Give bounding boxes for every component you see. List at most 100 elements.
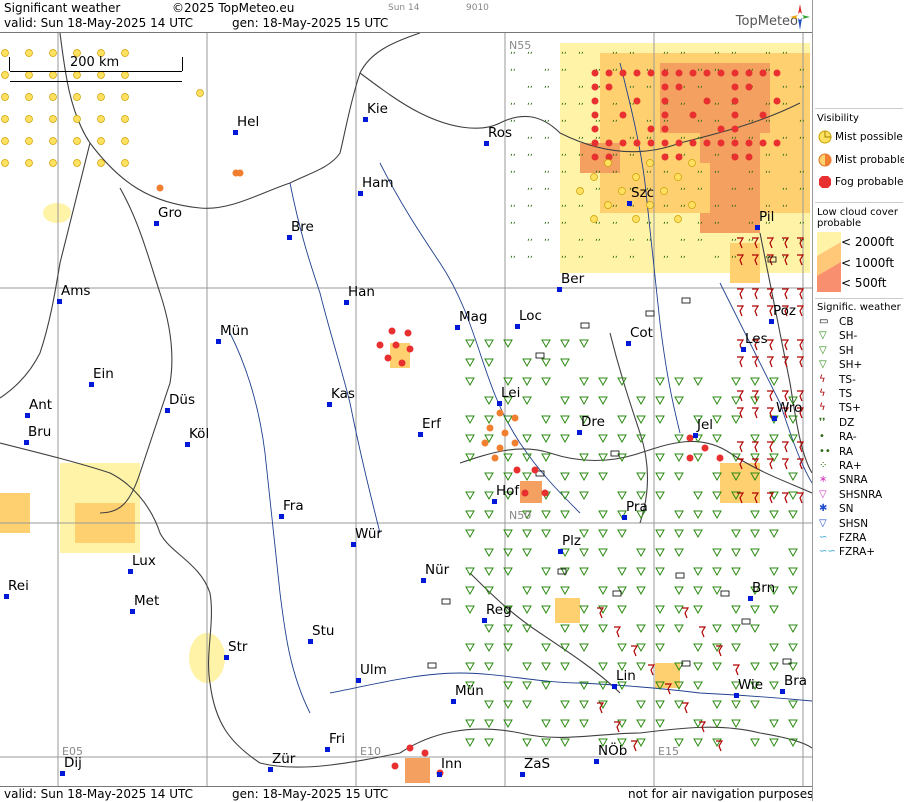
shower-symbol (617, 510, 627, 520)
shower-symbol (617, 377, 627, 387)
shower-symbol (541, 681, 551, 691)
shower-symbol (522, 529, 532, 539)
cb-symbol (741, 618, 751, 625)
thunderstorm-symbol (648, 664, 656, 676)
sig-weather-label: SHSN (839, 517, 869, 530)
thunderstorm-symbol (782, 339, 790, 351)
shower-symbol (712, 567, 722, 577)
shower-symbol (503, 548, 513, 558)
shower-symbol (674, 681, 684, 691)
thunderstorm-symbol (797, 339, 805, 351)
mist-symbol (660, 187, 668, 195)
shower-symbol (750, 681, 760, 691)
shower-symbol (598, 700, 608, 710)
thunderstorm-symbol (737, 254, 745, 266)
fog-symbol (689, 69, 697, 77)
sig-weather-label: TS- (839, 373, 856, 386)
fog-symbol (633, 139, 641, 147)
mist-symbol (1, 137, 9, 145)
drizzle-symbol: ,, (595, 216, 601, 226)
city-label: Ber (561, 271, 585, 287)
fog-symbol (619, 139, 627, 147)
drizzle-symbol: ,, (544, 63, 550, 73)
shower-symbol (484, 719, 494, 729)
shower-symbol (484, 434, 494, 444)
drizzle-symbol: ,, (578, 148, 584, 158)
shower-symbol (617, 662, 627, 672)
mist-probable-symbol (481, 439, 489, 447)
shower-symbol (769, 434, 779, 444)
shower-symbol (731, 415, 741, 425)
fog-symbol (406, 744, 414, 752)
drizzle-symbol: ,, (544, 165, 550, 175)
drizzle-symbol: ,, (612, 216, 618, 226)
drizzle-symbol: ,, (765, 46, 771, 56)
shower-symbol (712, 548, 722, 558)
weather-map[interactable]: ,,,,,,,,,,,,,,,,,,,,,,,,,,,,,,,,,,,,,,,,… (0, 32, 812, 787)
shower-symbol (712, 662, 722, 672)
drizzle-symbol: ,, (697, 233, 703, 243)
city-label: Kie (367, 101, 388, 117)
sig-weather-label: SN (839, 503, 854, 516)
fog-symbol (703, 97, 711, 105)
city-marker (154, 221, 159, 226)
drizzle-symbol: ,, (510, 114, 516, 124)
shower-symbol (560, 415, 570, 425)
mist-symbol (49, 93, 57, 101)
shower-symbol (674, 434, 684, 444)
thunderstorm-symbol (767, 288, 775, 300)
drizzle-symbol: ,, (663, 250, 669, 260)
drizzle-symbol: ,, (714, 114, 720, 124)
shower-symbol (731, 377, 741, 387)
shower-symbol (712, 415, 722, 425)
shower-symbol (693, 567, 703, 577)
thunderstorm-symbol (682, 702, 690, 714)
city-marker (279, 514, 284, 519)
drizzle-symbol: ,, (578, 80, 584, 90)
shower-symbol (693, 681, 703, 691)
shower-symbol (788, 491, 798, 501)
map-canvas[interactable]: ,,,,,,,,,,,,,,,,,,,,,,,,,,,,,,,,,,,,,,,,… (0, 33, 812, 787)
shower-symbol (769, 567, 779, 577)
shower-symbol (712, 472, 722, 482)
sig-weather-icon: ▽ (819, 488, 827, 500)
sig-weather-label: TS+ (839, 402, 861, 415)
shower-symbol (503, 700, 513, 710)
fog-symbol (384, 354, 392, 362)
shower-symbol (750, 700, 760, 710)
city-marker (25, 413, 30, 418)
fog-symbol (675, 69, 683, 77)
shower-symbol (560, 339, 570, 349)
shower-symbol (465, 415, 475, 425)
shower-symbol (769, 719, 779, 729)
city-marker (268, 767, 273, 772)
drizzle-symbol: ,, (799, 165, 805, 175)
shower-symbol (522, 700, 532, 710)
rivers (229, 62, 812, 714)
city-label: Rei (8, 578, 29, 594)
shower-symbol (522, 510, 532, 520)
lat-lon-grid (0, 33, 812, 787)
shower-symbol (484, 472, 494, 482)
city-marker (165, 408, 170, 413)
drizzle-symbol: ,, (510, 46, 516, 56)
drizzle-symbol: ,, (629, 182, 635, 192)
sig-weather-icon: • (819, 431, 825, 443)
thunderstorm-symbol (767, 492, 775, 504)
drizzle-symbol: ,, (578, 97, 584, 107)
fog-symbol (661, 139, 669, 147)
thunderstorm-symbol (665, 683, 673, 695)
mist-symbol (73, 93, 81, 101)
shower-symbol (522, 548, 532, 558)
mist-symbol (121, 115, 129, 123)
shower-symbol (522, 472, 532, 482)
shower-symbol (674, 377, 684, 387)
shower-symbol (484, 643, 494, 653)
city-marker (741, 347, 746, 352)
legend-lc-1000: < 1000ft (841, 256, 895, 270)
city-label: Erf (422, 416, 441, 432)
shower-symbol (503, 453, 513, 463)
cb-symbol (675, 572, 685, 579)
fog-symbol (731, 111, 739, 119)
shower-symbol (693, 719, 703, 729)
